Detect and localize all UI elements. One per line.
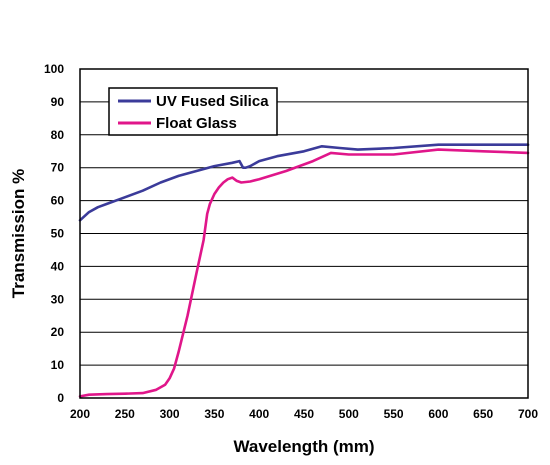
grid-lines — [80, 101, 528, 366]
x-tick-label: 600 — [428, 407, 448, 421]
y-tick-label: 90 — [51, 95, 65, 109]
y-tick-label: 70 — [51, 161, 65, 175]
legend-label-uv-fused-silica: UV Fused Silica — [156, 93, 269, 110]
legend-label-float-glass: Float Glass — [156, 115, 237, 132]
x-tick-label: 700 — [518, 407, 538, 421]
y-tick-label: 100 — [44, 62, 64, 76]
x-tick-label: 200 — [70, 407, 90, 421]
legend-box — [108, 87, 278, 136]
y-tick-label: 30 — [51, 292, 65, 306]
x-tick-label: 250 — [115, 407, 135, 421]
x-tick-label: 650 — [473, 407, 493, 421]
x-tick-label: 350 — [204, 407, 224, 421]
y-tick-label: 50 — [51, 227, 65, 241]
series-line-float-glass — [78, 148, 530, 398]
y-tick-label: 60 — [51, 194, 65, 208]
legend: UV Fused Silica Float Glass — [108, 87, 278, 136]
y-axis-title: Transmission % — [9, 169, 28, 298]
x-tick-label: 550 — [384, 407, 404, 421]
y-tick-label: 40 — [51, 259, 65, 273]
tick-labels: 0 10 20 30 40 50 60 70 80 90 100 200 250 300 350 400 450… — [44, 62, 538, 421]
x-tick-label: 400 — [249, 407, 269, 421]
y-tick-label: 20 — [51, 325, 65, 339]
y-tick-label: 80 — [51, 128, 65, 142]
x-axis-title: Wavelength (mm) — [233, 437, 374, 456]
x-tick-label: 300 — [160, 407, 180, 421]
series-lines — [78, 143, 530, 398]
y-tick-label: 10 — [51, 358, 65, 372]
x-tick-label: 450 — [294, 407, 314, 421]
x-tick-label: 500 — [339, 407, 359, 421]
series-line-uv-fused-silica — [78, 143, 530, 222]
y-tick-label: 0 — [57, 391, 64, 405]
plot-frame — [79, 68, 529, 399]
